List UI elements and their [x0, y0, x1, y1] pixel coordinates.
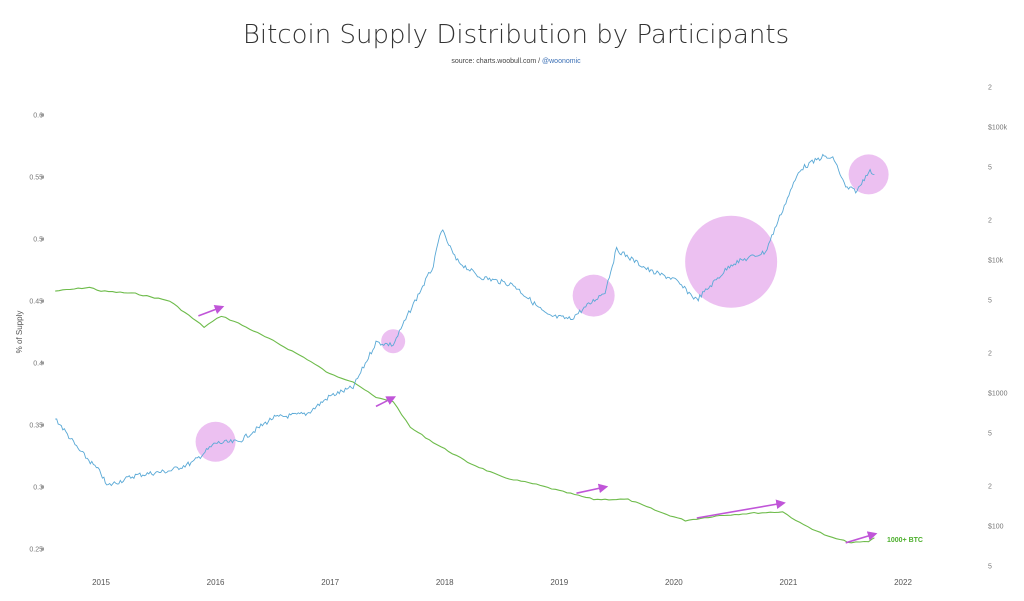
y-right-tick-label: 5 [988, 298, 992, 305]
x-tick-label: 2015 [92, 578, 110, 587]
y-left-tick-mark [41, 113, 44, 117]
y-left-tick-label: 0.55 [29, 175, 43, 182]
trend-arrow [198, 304, 225, 317]
chart-subtitle: source: charts.woobull.com / @woonomic [0, 58, 1024, 65]
y-left-tick-mark [41, 299, 44, 303]
y-left-tick-mark [41, 547, 44, 551]
x-tick-label: 2021 [780, 578, 798, 587]
series-line-1000-btc [55, 286, 875, 544]
y-left-tick-label: 0.35 [29, 423, 43, 430]
y-left-tick-label: 0.3 [33, 485, 43, 492]
y-left-tick-label: 0.4 [33, 361, 43, 368]
y-right-tick-label: 2 [988, 84, 992, 91]
y-left-tick-label: 0.25 [29, 547, 43, 554]
y-right-tick-label: 2 [988, 217, 992, 224]
x-tick-label: 2017 [321, 578, 339, 587]
y-right-tick-label: 2 [988, 350, 992, 357]
y-right-tick-label: 2 [988, 483, 992, 490]
y-right-tick-label: 5 [988, 431, 992, 438]
highlight-circle [848, 154, 889, 195]
y-left-tick-mark [41, 361, 44, 365]
series-line-btc-price [55, 153, 875, 487]
y-left-tick-mark [41, 175, 44, 179]
y-right-tick-label: $100k [988, 125, 1008, 132]
y-right-tick-label: $10k [988, 258, 1004, 265]
y-right-tick-label: 5 [988, 165, 992, 172]
y-left-tick-mark [41, 485, 44, 489]
series-label-1000-btc: 1000+ BTC [887, 537, 923, 544]
trend-arrow [845, 531, 878, 544]
subtitle-handle[interactable]: @woonomic [542, 58, 581, 65]
trend-arrow [576, 483, 609, 494]
x-tick-label: 2018 [436, 578, 454, 587]
y-left-tick-mark [41, 423, 44, 427]
highlight-circle [572, 274, 615, 317]
y-left-tick-mark [41, 237, 44, 241]
y-left-tick-label: 0.5 [33, 237, 43, 244]
x-tick-label: 2020 [665, 578, 683, 587]
y-right-tick-label: $100 [988, 524, 1004, 531]
highlight-circle [381, 329, 406, 354]
x-tick-label: 2022 [894, 578, 912, 587]
chart-title: Bitcoin Supply Distribution by Participa… [242, 20, 790, 50]
x-tick-label: 2019 [550, 578, 568, 587]
y-left-tick-label: 0.6 [33, 113, 43, 120]
trend-arrow [696, 499, 786, 519]
y-right-tick-label: 5 [988, 564, 992, 571]
y-axis-label: % of Supply [15, 311, 24, 354]
trend-arrow [375, 396, 397, 408]
y-right-tick-label: $1000 [988, 391, 1008, 398]
x-tick-label: 2016 [207, 578, 225, 587]
y-left-tick-label: 0.45 [29, 299, 43, 306]
subtitle-source: source: charts.woobull.com / [451, 58, 541, 65]
highlight-circle [685, 215, 778, 308]
